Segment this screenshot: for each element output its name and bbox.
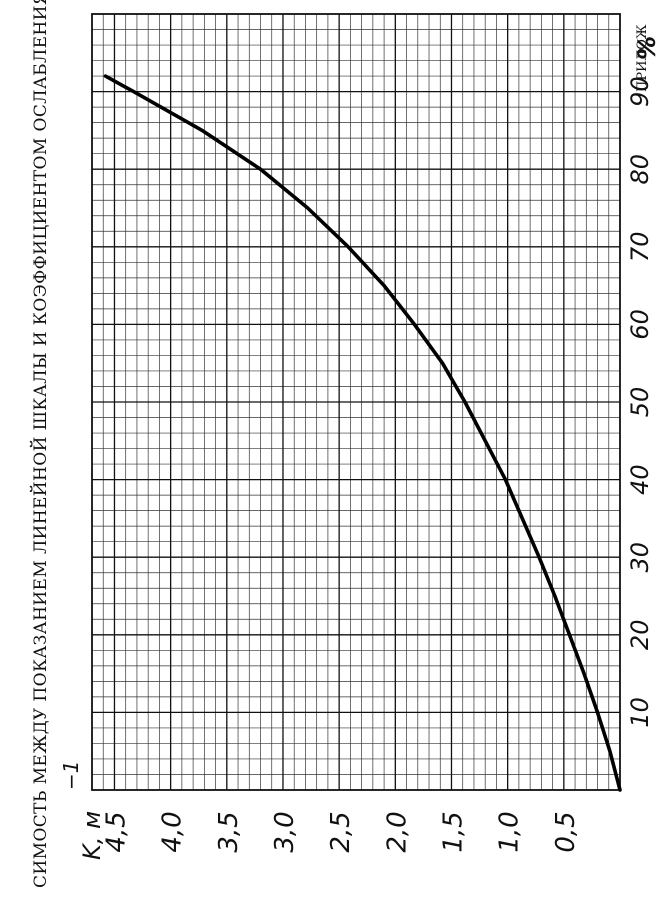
data-point (597, 711, 599, 713)
data-point (484, 440, 486, 442)
series-curve-layer (103, 74, 622, 792)
y-tick-label: 1,0 (495, 811, 525, 852)
y-tick-label: 2,0 (382, 811, 412, 852)
data-point (554, 595, 556, 597)
y-tick-label: 4,5 (101, 811, 131, 852)
grid-major (91, 13, 621, 791)
data-point (538, 556, 540, 558)
x-tick-label: 60 (626, 309, 654, 340)
data-point (201, 129, 203, 131)
data-point (347, 246, 349, 248)
x-tick-label: 50 (626, 387, 654, 418)
x-tick-label: 30 (626, 542, 654, 573)
y-tick-label: 4,0 (158, 811, 188, 852)
data-point (568, 634, 570, 636)
chart-title: СИМОСТЬ МЕЖДУ ПОКАЗАНИЕМ ЛИНЕЙНОЙ ШКАЛЫ … (30, 0, 51, 888)
x-tick-label: 40 (626, 464, 654, 495)
data-point (464, 401, 466, 403)
data-point (619, 789, 621, 791)
x-tick-label: 70 (626, 232, 654, 263)
x-tick-label: 90 (626, 76, 654, 107)
data-point (383, 285, 385, 287)
y-axis-label-exponent: −1 (59, 761, 83, 790)
data-point (521, 517, 523, 519)
y-tick-label: 2,5 (326, 811, 356, 852)
data-point (104, 75, 106, 77)
x-axis-label: % (633, 36, 661, 60)
y-axis-label: K, м (78, 811, 106, 860)
plot-frame (91, 13, 621, 791)
y-tick-label: 3,0 (270, 811, 300, 852)
data-point (504, 479, 506, 481)
x-tick-label: 20 (626, 620, 654, 651)
data-point (307, 207, 309, 209)
x-tick-label: 80 (626, 154, 654, 185)
series-line (103, 74, 622, 792)
y-tick-label: 1,5 (438, 811, 468, 852)
data-point (133, 91, 135, 93)
y-tick-label: 3,5 (214, 811, 244, 852)
data-point (413, 323, 415, 325)
data-point (609, 750, 611, 752)
tick-label-layer: 10 20 30 40 50 60 70 80 90 0,5 1,0 1,5 2,0 2,5 3,0 3,5 4… (101, 76, 654, 852)
data-point (260, 168, 262, 170)
page-header: ПРИЛОЖ (635, 24, 650, 92)
x-tick-label: 10 (626, 697, 654, 728)
y-tick-label: 0,5 (551, 811, 581, 852)
data-point (442, 362, 443, 364)
data-point (583, 673, 585, 675)
